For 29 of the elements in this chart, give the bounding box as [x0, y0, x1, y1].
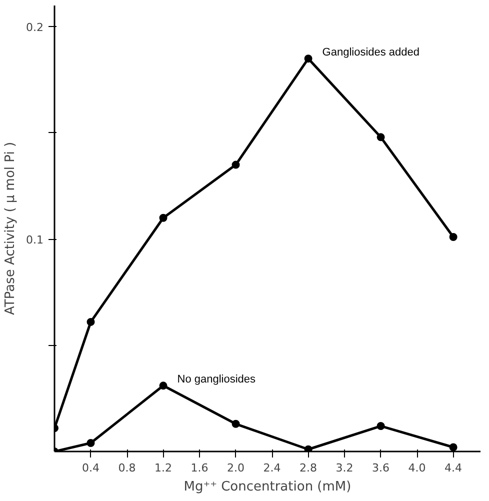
y-axis-title: ATPase Activity ( μ mol Pi ) [3, 142, 18, 316]
point [159, 382, 168, 390]
x-tick-label: 0.4 [82, 462, 100, 474]
series-label: No gangliosides [177, 374, 256, 386]
point [376, 422, 385, 430]
x-axis-title: Mg⁺⁺ Concentration (mM) [184, 480, 352, 494]
x-tick-label: 4.0 [408, 462, 426, 474]
x-tick-label: 4.4 [444, 462, 462, 474]
point [449, 233, 458, 241]
x-tick-label: 2.0 [227, 462, 245, 474]
point [449, 443, 458, 452]
point [86, 439, 95, 447]
y-tick-label: 0.2 [26, 21, 44, 34]
x-tick-label: 1.6 [190, 462, 208, 474]
x-tick-label: 1.2 [154, 462, 172, 474]
x-tick-label: 2.8 [300, 462, 318, 474]
point [376, 133, 385, 142]
point [304, 54, 312, 63]
x-tick-label: 0.8 [118, 462, 136, 474]
series-label: Gangliosides added [322, 46, 420, 59]
x-tick-label: 3.2 [336, 462, 354, 474]
point [232, 160, 240, 169]
y-tick-label: 0.1 [26, 234, 44, 247]
point [232, 420, 240, 428]
x-tick-label: 2.4 [263, 462, 281, 474]
x-tick-label: 3.6 [372, 462, 390, 474]
point [159, 214, 168, 222]
point [86, 318, 95, 326]
point [304, 445, 312, 452]
